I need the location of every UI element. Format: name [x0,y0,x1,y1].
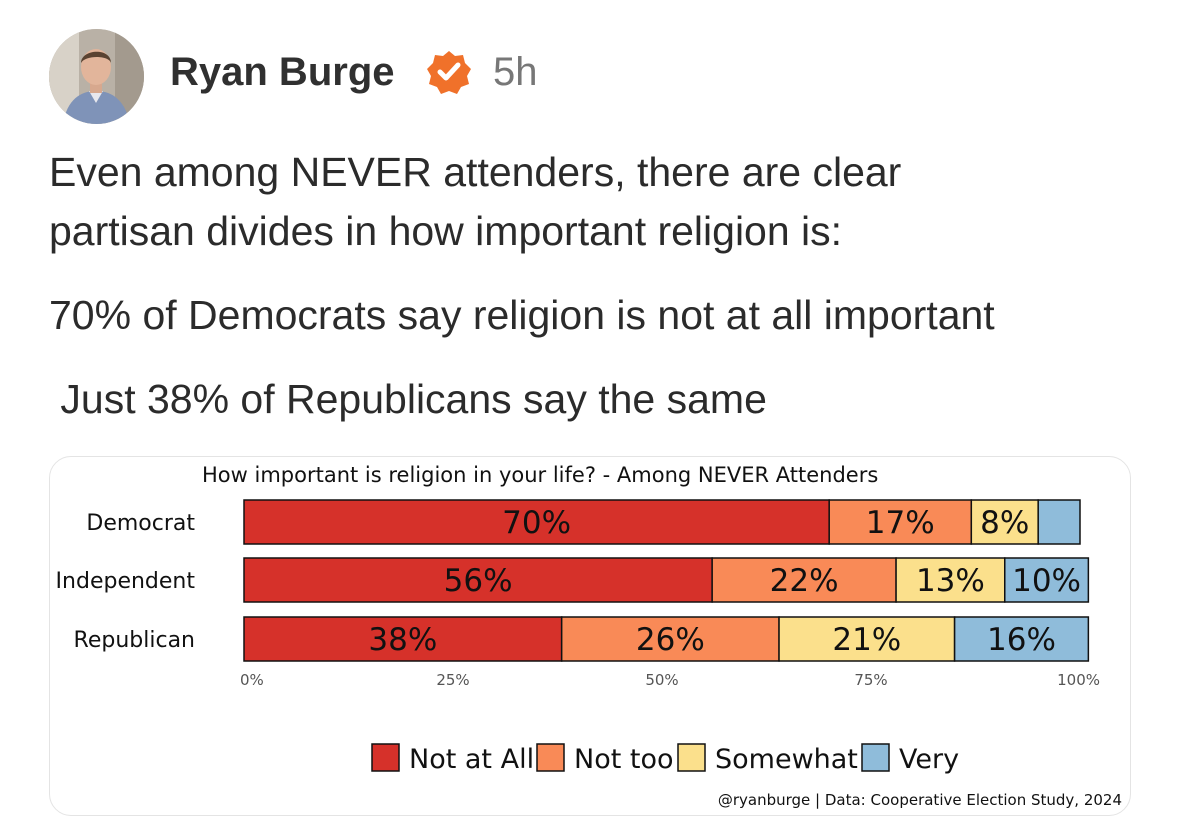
post-timestamp[interactable]: 5h [493,50,538,94]
verified-badge-icon [427,51,471,94]
bar-segment [1037,499,1081,545]
x-tick-label: 75% [854,671,887,689]
legend-swatch [536,743,565,772]
legend-swatch [861,743,890,772]
bar-segment [243,616,563,662]
stacked-bar-chart: How important is religion in your life? … [56,463,1122,809]
post-text-line-2: partisan divides in how important religi… [49,208,843,254]
bar-value-label: 70% [502,505,571,541]
bar-value-label: 56% [444,563,513,599]
legend-label: Very [899,744,959,775]
chart-caption: @ryanburge | Data: Cooperative Election … [718,791,1122,809]
chart-title: How important is religion in your life? … [202,463,878,487]
legend-label: Not too [574,744,674,775]
x-tick-label: 25% [436,671,469,689]
post-text-line-4: Just 38% of Republicans say the same [49,376,767,422]
bar-value-label: 16% [987,622,1056,658]
category-label: Independent [56,569,196,594]
bar-segment [1004,557,1090,603]
x-tick-label: 0% [240,671,264,689]
x-tick-label: 50% [645,671,678,689]
legend-swatch [677,743,706,772]
post-text-line-3: 70% of Democrats say religion is not at … [49,292,995,338]
avatar[interactable] [49,29,144,124]
bar-segment [895,557,1006,603]
bar-value-label: 8% [980,505,1029,541]
legend-swatch [371,743,400,772]
bar-value-label: 13% [916,563,985,599]
legend-label: Somewhat [715,744,858,775]
bar-value-label: 10% [1012,563,1081,599]
chart-card[interactable]: How important is religion in your life? … [49,456,1131,816]
bar-segment [778,616,956,662]
category-label: Republican [74,628,195,653]
bar-value-label: 38% [368,622,437,658]
post-text-line-1: Even among NEVER attenders, there are cl… [49,149,902,195]
avatar-photo [49,29,144,124]
x-tick-label: 100% [1057,671,1100,689]
legend-label: Not at All [409,744,534,775]
bar-segment [953,616,1090,662]
bar-value-label: 26% [636,622,705,658]
author-name[interactable]: Ryan Burge [170,50,395,94]
category-label: Democrat [86,511,195,536]
bar-value-label: 22% [770,563,839,599]
bar-value-label: 21% [832,622,901,658]
bar-value-label: 17% [866,505,935,541]
